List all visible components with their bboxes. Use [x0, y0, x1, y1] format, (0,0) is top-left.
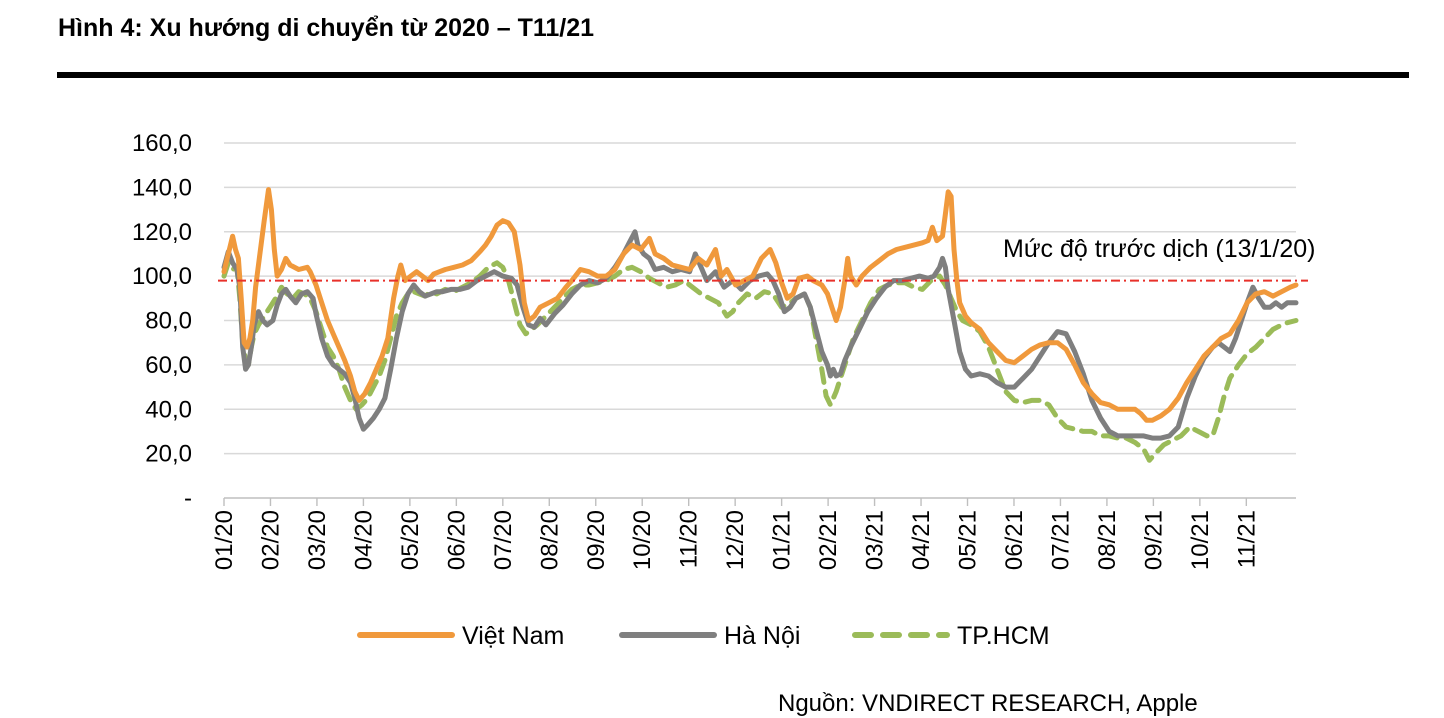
x-tick-label: 09/21 — [1140, 510, 1167, 570]
y-tick-label: 120,0 — [132, 219, 192, 246]
x-tick-label: 05/21 — [955, 510, 982, 570]
legend-label: Việt Nam — [462, 622, 564, 650]
x-tick-label: 03/21 — [862, 510, 889, 570]
y-tick-label: 160,0 — [132, 130, 192, 157]
series-viet-nam — [221, 187, 1299, 423]
x-tick-label: 04/21 — [908, 510, 935, 570]
figure-title: Hình 4: Xu hướng di chuyển từ 2020 – T11… — [58, 14, 595, 42]
y-tick-label: 60,0 — [145, 352, 192, 379]
series-ha-noi — [221, 229, 1299, 441]
x-tick-label: 09/20 — [583, 510, 610, 570]
y-tick-label: - — [184, 485, 192, 512]
legend-label: Hà Nội — [724, 622, 800, 650]
x-tick-label: 07/20 — [490, 510, 517, 570]
x-tick-label: 02/21 — [815, 510, 842, 570]
x-tick-label: 02/20 — [257, 510, 284, 570]
x-tick-label: 06/21 — [1001, 510, 1028, 570]
title-rule — [57, 72, 1409, 78]
source-note: Nguồn: VNDIRECT RESEARCH, Apple — [778, 690, 1198, 717]
y-tick-label: 80,0 — [145, 308, 192, 335]
x-tick-label: 12/20 — [722, 510, 749, 570]
x-tick-label: 05/20 — [397, 510, 424, 570]
legend-label: TP.HCM — [957, 622, 1050, 650]
x-tick-label: 10/20 — [629, 510, 656, 570]
x-tick-label: 03/20 — [304, 510, 331, 570]
x-tick-label: 11/21 — [1233, 510, 1260, 568]
y-tick-label: 20,0 — [145, 441, 192, 468]
x-tick-label: 07/21 — [1047, 510, 1074, 570]
x-tick-label: 11/20 — [676, 510, 703, 568]
x-tick-label: 06/20 — [443, 510, 470, 570]
y-tick-label: 140,0 — [132, 174, 192, 201]
y-tick-label: 100,0 — [132, 263, 192, 290]
y-tick-label: 40,0 — [145, 396, 192, 423]
x-tick-label: 08/20 — [536, 510, 563, 570]
x-tick-label: 08/21 — [1094, 510, 1121, 570]
series-tp-hcm — [221, 260, 1299, 463]
reference-line-label: Mức độ trước dịch (13/1/20) — [1003, 235, 1315, 263]
x-tick-label: 01/21 — [769, 510, 796, 570]
x-tick-label: 04/20 — [350, 510, 377, 570]
x-tick-label: 10/21 — [1187, 510, 1214, 570]
x-tick-label: 01/20 — [211, 510, 238, 570]
